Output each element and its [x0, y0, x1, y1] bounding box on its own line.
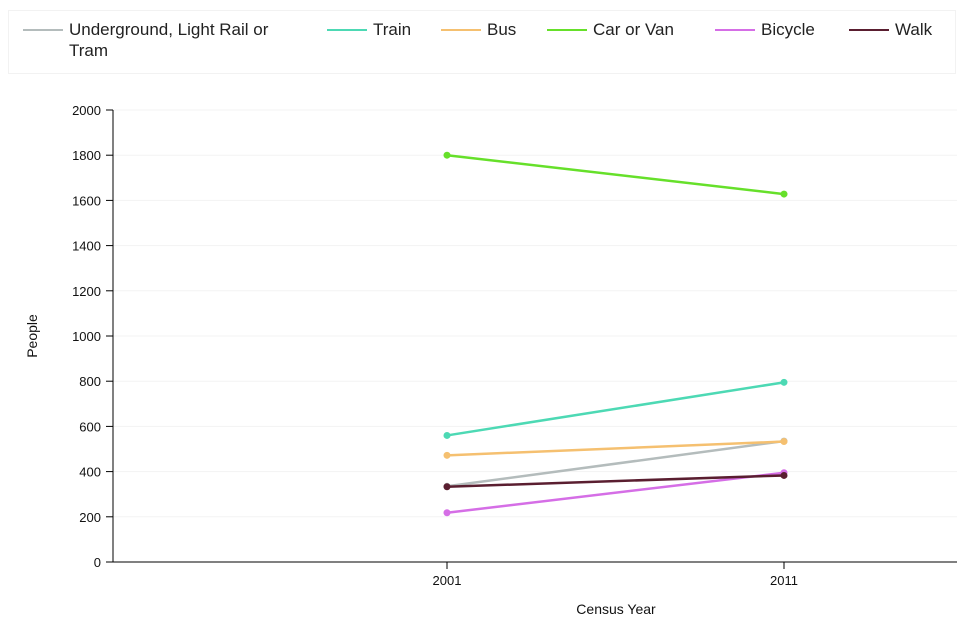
- legend-swatch-bus: [441, 29, 481, 31]
- legend-item-bicycle[interactable]: Bicycle: [715, 19, 815, 40]
- legend-label-bicycle: Bicycle: [761, 20, 815, 39]
- series-2-point-2011: [780, 438, 788, 446]
- gridlines: [113, 109, 957, 518]
- legend-item-bus[interactable]: Bus: [441, 19, 516, 40]
- series-line-4: [446, 471, 785, 514]
- legend-swatch-underground: [23, 29, 63, 31]
- y-tick-label-1400: 1400: [72, 239, 101, 254]
- series-line-1: [446, 381, 785, 437]
- legend-label-bus: Bus: [487, 20, 517, 39]
- series-1-point-2001: [443, 431, 451, 439]
- legend-label-car: Car or Van: [593, 20, 674, 39]
- x-ticks: 2001 2011: [433, 562, 798, 588]
- series-line-5: [446, 474, 785, 488]
- legend-swatch-walk: [849, 29, 889, 31]
- y-axis-title: People: [24, 314, 40, 358]
- legend-item-car[interactable]: Car or Van: [547, 19, 674, 40]
- legend-swatch-car: [547, 29, 587, 31]
- series-line-0: [446, 439, 785, 488]
- y-tick-label-1600: 1600: [72, 193, 101, 208]
- y-tick-label-1000: 1000: [72, 329, 101, 344]
- y-tick-label-600: 600: [79, 419, 101, 434]
- x-axis-title: Census Year: [576, 601, 656, 617]
- legend-item-train[interactable]: Train: [327, 19, 411, 40]
- series-line-3: [446, 153, 785, 196]
- y-tick-label-1800: 1800: [72, 148, 101, 163]
- x-tick-label-2001: 2001: [433, 573, 462, 588]
- series-3-point-2001: [443, 151, 451, 159]
- y-tick-label-1200: 1200: [72, 284, 101, 299]
- series-4-point-2001: [443, 509, 451, 517]
- legend-label-walk: Walk: [895, 20, 933, 39]
- series-2-point-2001: [443, 451, 451, 459]
- y-tick-label-800: 800: [79, 374, 101, 389]
- series-5-point-2011: [780, 471, 788, 479]
- legend-label-underground: Underground, Light Rail or Tram: [69, 20, 269, 60]
- series-3-point-2011: [780, 190, 788, 198]
- y-ticks: 0 200 400 600 800 1000 1200 1400 1600 1800 2000: [72, 103, 113, 570]
- y-tick-label-2000: 2000: [72, 103, 101, 118]
- legend-item-walk[interactable]: Walk: [849, 19, 932, 40]
- series-1-point-2011: [780, 378, 788, 386]
- y-tick-label-0: 0: [94, 555, 101, 570]
- legend-swatch-train: [327, 29, 367, 31]
- series-line-2: [446, 440, 785, 457]
- chart-legend: Underground, Light Rail or Tram Train Bu…: [8, 10, 956, 74]
- legend-label-train: Train: [373, 20, 412, 39]
- legend-item-underground[interactable]: Underground, Light Rail or Tram: [23, 19, 309, 61]
- legend-swatch-bicycle: [715, 29, 755, 31]
- y-tick-label-400: 400: [79, 465, 101, 480]
- y-tick-label-200: 200: [79, 510, 101, 525]
- series-lines: [443, 151, 788, 517]
- x-tick-label-2011: 2011: [770, 573, 798, 588]
- series-5-point-2001: [443, 483, 451, 491]
